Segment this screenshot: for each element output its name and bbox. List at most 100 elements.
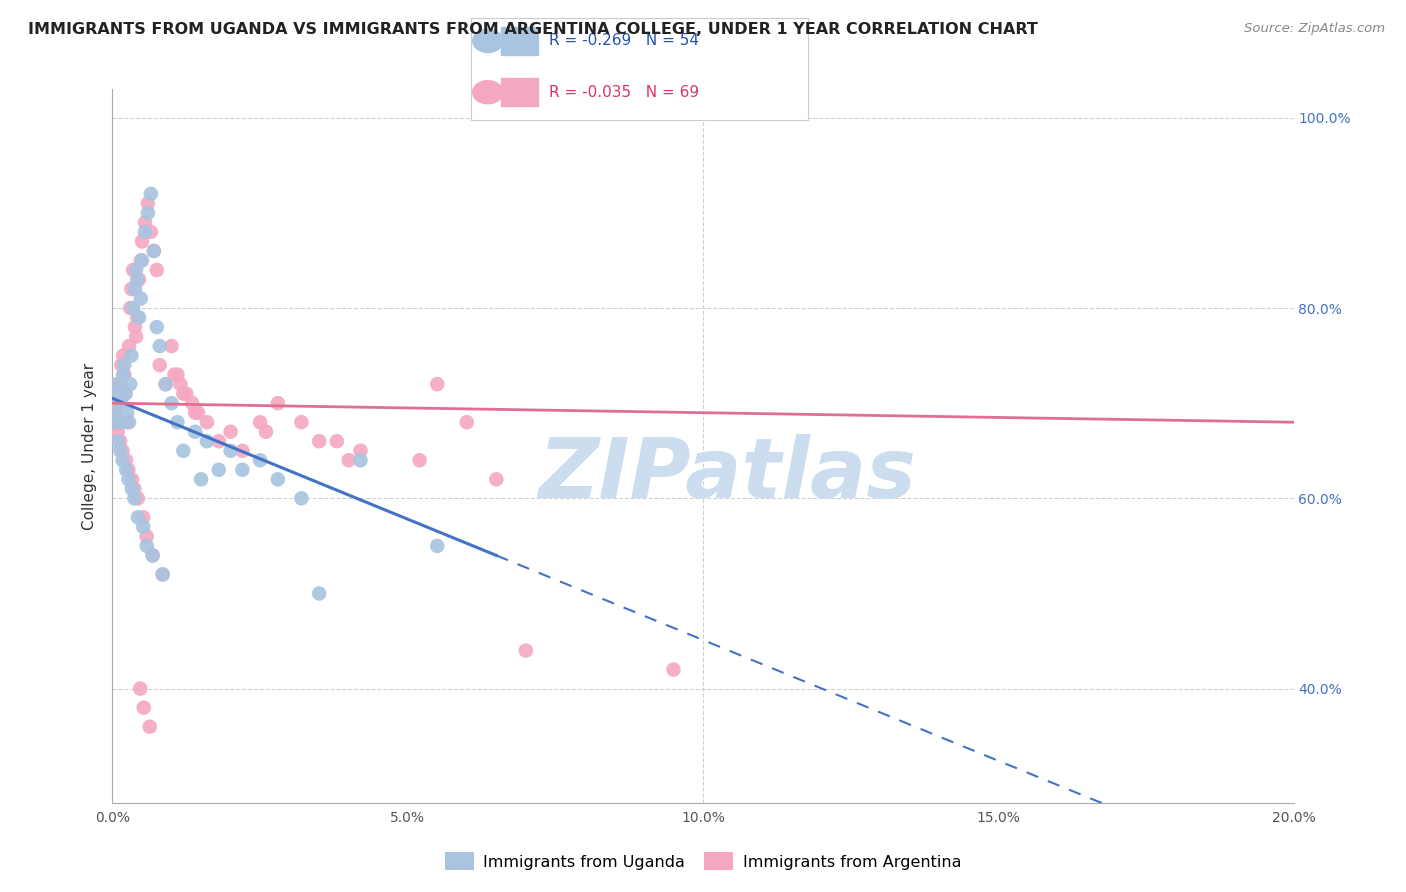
Point <box>105 415 128 429</box>
Point <box>146 263 169 277</box>
Point <box>129 253 152 268</box>
Point <box>117 472 139 486</box>
Point <box>104 406 127 420</box>
Point <box>174 386 197 401</box>
Point <box>184 425 207 439</box>
Point <box>108 377 131 392</box>
Text: R = -0.269   N = 54: R = -0.269 N = 54 <box>548 33 699 48</box>
Point <box>308 434 330 449</box>
Point <box>112 349 135 363</box>
Point <box>219 425 242 439</box>
Point <box>129 292 152 306</box>
Point <box>114 386 136 401</box>
Circle shape <box>472 29 503 53</box>
Point <box>114 386 136 401</box>
Point <box>166 368 188 382</box>
Point <box>142 549 165 563</box>
Point <box>108 415 131 429</box>
Point <box>456 415 478 429</box>
Point <box>120 282 142 296</box>
Point <box>408 453 430 467</box>
Point <box>349 453 371 467</box>
Point <box>105 415 128 429</box>
Point <box>112 368 135 382</box>
Point <box>187 406 209 420</box>
Point <box>131 253 153 268</box>
Point <box>128 272 150 286</box>
Point <box>121 482 143 496</box>
Circle shape <box>472 80 503 103</box>
Bar <box>502 78 538 106</box>
Point <box>132 520 155 534</box>
Point <box>146 320 169 334</box>
Point <box>155 377 177 392</box>
Point <box>267 396 290 410</box>
Point <box>110 358 132 372</box>
Point <box>139 186 162 201</box>
Point <box>139 225 162 239</box>
Point <box>112 368 135 382</box>
Text: R = -0.035   N = 69: R = -0.035 N = 69 <box>548 85 699 100</box>
Point <box>125 329 148 343</box>
Y-axis label: College, Under 1 year: College, Under 1 year <box>82 362 97 530</box>
Point <box>111 443 134 458</box>
Point <box>122 263 145 277</box>
Point <box>195 434 218 449</box>
Point <box>127 491 149 506</box>
Point <box>184 406 207 420</box>
Point <box>107 425 129 439</box>
Point <box>105 377 128 392</box>
Point <box>426 377 449 392</box>
Point <box>231 463 253 477</box>
Point <box>169 377 191 392</box>
Point <box>107 396 129 410</box>
Point <box>290 491 312 506</box>
Point <box>142 244 165 258</box>
Point <box>110 396 132 410</box>
Point <box>138 720 160 734</box>
Point <box>132 510 155 524</box>
Point <box>111 453 134 467</box>
Point <box>149 339 172 353</box>
Point <box>326 434 349 449</box>
Point <box>160 396 183 410</box>
Point <box>208 463 231 477</box>
Point <box>152 567 174 582</box>
Point <box>115 463 138 477</box>
Point <box>128 310 150 325</box>
Point <box>117 406 138 420</box>
Point <box>120 349 142 363</box>
Point <box>254 425 277 439</box>
Point <box>108 434 131 449</box>
Point <box>231 443 253 458</box>
Text: IMMIGRANTS FROM UGANDA VS IMMIGRANTS FROM ARGENTINA COLLEGE, UNDER 1 YEAR CORREL: IMMIGRANTS FROM UGANDA VS IMMIGRANTS FRO… <box>28 22 1038 37</box>
Point <box>129 681 152 696</box>
Point <box>115 453 138 467</box>
Point <box>249 415 271 429</box>
Point <box>134 215 156 229</box>
Point <box>120 377 142 392</box>
Point <box>290 415 312 429</box>
Point <box>152 567 174 582</box>
Point <box>117 463 139 477</box>
Point <box>249 453 271 467</box>
Text: ZIPatlas: ZIPatlas <box>537 434 915 515</box>
Point <box>163 368 186 382</box>
Point <box>134 225 156 239</box>
Point <box>118 415 141 429</box>
Point <box>267 472 290 486</box>
Legend: Immigrants from Uganda, Immigrants from Argentina: Immigrants from Uganda, Immigrants from … <box>439 846 967 877</box>
Point <box>132 700 155 714</box>
Point <box>308 586 330 600</box>
Point <box>136 206 159 220</box>
Bar <box>502 27 538 55</box>
Point <box>107 434 129 449</box>
Point <box>127 510 149 524</box>
Point <box>181 396 204 410</box>
Point <box>105 386 128 401</box>
Point <box>124 320 146 334</box>
Point <box>172 443 194 458</box>
Point <box>149 358 172 372</box>
Point <box>121 472 143 486</box>
Point <box>662 663 685 677</box>
